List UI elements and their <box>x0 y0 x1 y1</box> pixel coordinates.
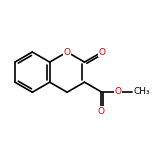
Text: O: O <box>98 48 105 57</box>
Text: CH₃: CH₃ <box>133 87 150 96</box>
Text: O: O <box>98 107 105 116</box>
Text: O: O <box>64 48 71 57</box>
Text: O: O <box>114 87 121 96</box>
